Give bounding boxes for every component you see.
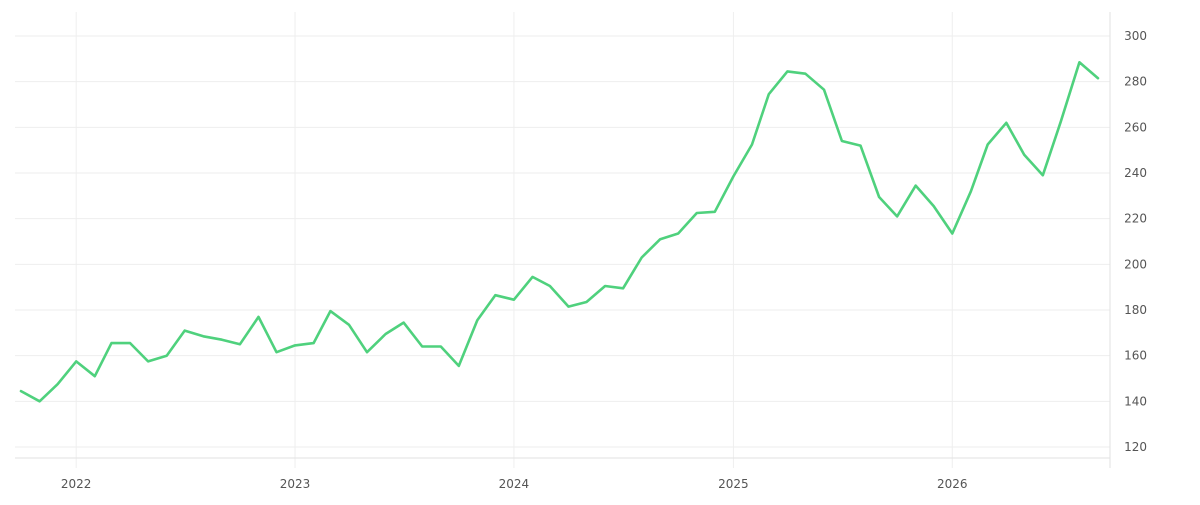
y-tick-label: 160 bbox=[1124, 349, 1147, 363]
y-tick-labels: 120 140 160 180 200 220 240 260 280 300 bbox=[1124, 29, 1147, 454]
y-tick-label: 140 bbox=[1124, 394, 1147, 408]
series-group bbox=[19, 60, 1100, 403]
x-tick-label: 2023 bbox=[280, 477, 311, 491]
y-tick-label: 220 bbox=[1124, 212, 1147, 226]
x-gridlines bbox=[75, 12, 953, 468]
y-tick-label: 180 bbox=[1124, 303, 1147, 317]
y-tick-label: 120 bbox=[1124, 440, 1147, 454]
y-tick-label: 240 bbox=[1124, 166, 1147, 180]
y-gridlines bbox=[15, 35, 1110, 448]
x-tick-label: 2026 bbox=[937, 477, 968, 491]
x-tick-label: 2022 bbox=[61, 477, 92, 491]
y-tick-label: 300 bbox=[1124, 29, 1147, 43]
y-tick-label: 260 bbox=[1124, 120, 1147, 134]
x-tick-label: 2025 bbox=[718, 477, 749, 491]
y-tick-label: 280 bbox=[1124, 75, 1147, 89]
y-tick-label: 200 bbox=[1124, 257, 1147, 271]
x-tick-label: 2024 bbox=[499, 477, 530, 491]
x-tick-labels: 2022 2023 2024 2025 2026 bbox=[61, 477, 968, 491]
series-line bbox=[19, 60, 1100, 403]
axes bbox=[15, 12, 1111, 468]
